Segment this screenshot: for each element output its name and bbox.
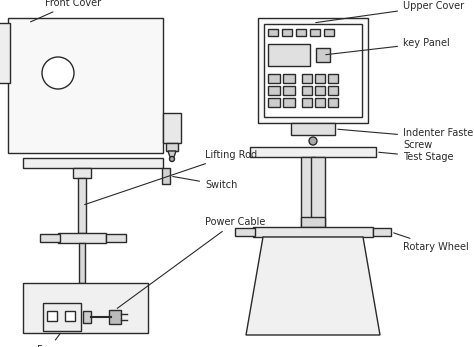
Bar [282, 29, 292, 36]
Bar [166, 143, 178, 151]
Text: Indenter Fastening
Screw: Indenter Fastening Screw [338, 128, 474, 150]
Bar [315, 74, 325, 83]
Bar [373, 228, 391, 236]
Bar [162, 168, 170, 184]
Bar [283, 74, 295, 83]
Bar [78, 178, 86, 233]
Bar [296, 29, 306, 36]
Polygon shape [246, 237, 380, 335]
Bar [79, 243, 85, 283]
Bar [301, 157, 315, 227]
Bar [23, 158, 163, 168]
Text: Test Stage: Test Stage [379, 152, 454, 162]
Bar [73, 168, 91, 178]
Bar [58, 233, 106, 243]
Bar [291, 123, 335, 135]
Bar [302, 74, 312, 83]
Bar [328, 98, 338, 107]
Bar [283, 98, 295, 107]
Text: key Panel: key Panel [326, 38, 450, 55]
Bar [40, 234, 60, 242]
Bar [324, 29, 334, 36]
Text: Upper Cover: Upper Cover [316, 1, 464, 23]
Bar [8, 18, 163, 153]
Bar [106, 234, 126, 242]
Bar [268, 98, 280, 107]
Bar [23, 283, 148, 333]
Circle shape [42, 57, 74, 89]
Bar [302, 86, 312, 95]
Circle shape [309, 137, 317, 145]
Text: Rotary Wheel: Rotary Wheel [393, 233, 469, 252]
Bar [264, 24, 362, 117]
Bar [311, 157, 325, 227]
Bar [302, 98, 312, 107]
Text: Lifting Rod: Lifting Rod [85, 150, 257, 205]
Bar [258, 18, 368, 123]
Bar [43, 303, 81, 331]
Bar [328, 74, 338, 83]
Bar [268, 86, 280, 95]
Bar [250, 147, 376, 157]
Bar [253, 227, 373, 237]
Bar [328, 86, 338, 95]
Bar [83, 311, 91, 323]
Bar [268, 29, 278, 36]
Bar [315, 86, 325, 95]
Text: Front Cover: Front Cover [30, 0, 101, 22]
Bar [235, 228, 255, 236]
Bar [301, 217, 325, 227]
Bar [65, 311, 75, 321]
Bar [310, 29, 320, 36]
Bar [163, 113, 181, 143]
Circle shape [170, 156, 174, 161]
Bar [47, 311, 57, 321]
Bar [315, 98, 325, 107]
Polygon shape [168, 151, 176, 157]
Bar [0, 23, 10, 83]
Bar [109, 310, 121, 324]
Bar [268, 74, 280, 83]
Bar [316, 48, 330, 62]
Bar [268, 44, 310, 66]
Text: Switch: Switch [173, 177, 237, 190]
Bar [283, 86, 295, 95]
Text: Fuse: Fuse [37, 333, 60, 347]
Text: Power Cable: Power Cable [117, 217, 265, 308]
